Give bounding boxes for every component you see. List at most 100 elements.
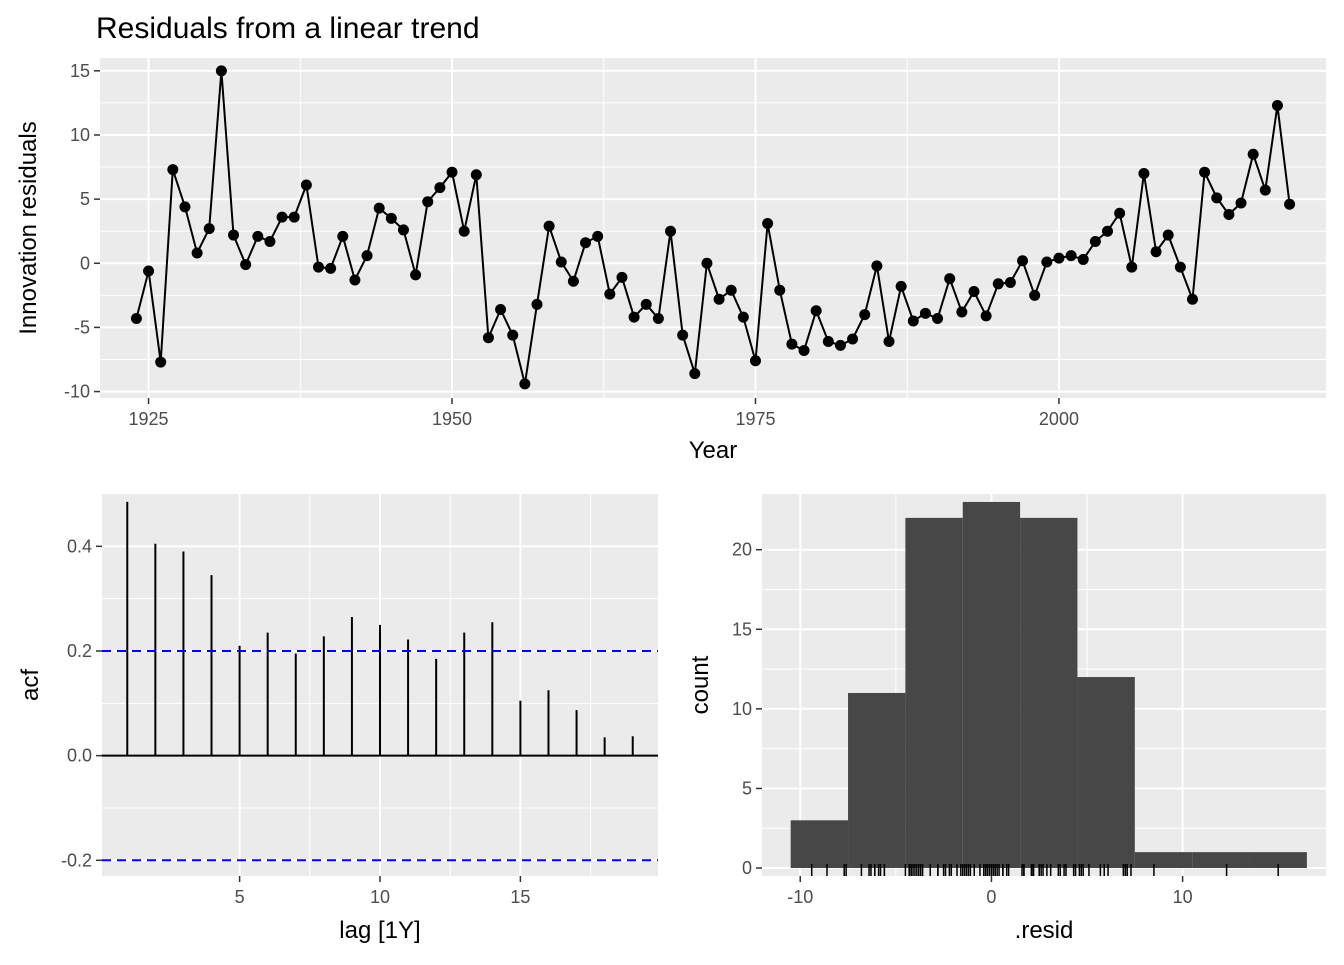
histogram-bar <box>1249 852 1307 869</box>
residual-point <box>495 303 507 315</box>
residuals-x-tick-label: 1950 <box>432 409 472 429</box>
residual-point <box>798 345 810 357</box>
residual-point <box>1247 148 1259 160</box>
residual-point <box>665 225 677 237</box>
residual-point <box>482 332 494 344</box>
residuals-x-axis-title: Year <box>689 437 738 464</box>
residual-point <box>264 235 276 247</box>
acf-y-tick-label: 0.4 <box>67 536 92 556</box>
residual-point <box>580 237 592 249</box>
residual-point <box>373 202 385 214</box>
residual-point <box>871 260 883 272</box>
residual-point <box>1284 198 1296 210</box>
residuals-panel: Residuals from a linear trend 1925 1950 19… <box>15 12 1326 464</box>
residual-point <box>640 298 652 310</box>
residual-point <box>677 329 689 341</box>
residual-point <box>883 336 895 348</box>
residual-point <box>349 274 361 286</box>
acf-x-axis-title: lag [1Y] <box>339 917 420 944</box>
residual-point <box>701 257 713 269</box>
residual-point <box>956 306 968 318</box>
histogram-y-tick-label: 0 <box>742 858 752 878</box>
residual-point <box>531 298 543 310</box>
residual-point <box>519 378 531 390</box>
residual-point <box>1271 99 1283 111</box>
residual-point <box>507 329 519 341</box>
residual-point <box>1065 250 1077 262</box>
residual-point <box>592 230 604 242</box>
residual-point <box>1053 252 1065 264</box>
residual-point <box>337 230 349 242</box>
residual-point <box>980 310 992 322</box>
residual-point <box>1114 207 1126 219</box>
histogram-bar <box>848 692 906 869</box>
histogram-x-tick-label: 0 <box>986 887 996 907</box>
residual-point <box>604 288 616 300</box>
histogram-y-tick-label: 15 <box>732 619 752 639</box>
residual-point <box>240 259 252 271</box>
histogram-x-tick-label: 10 <box>1173 887 1193 907</box>
residual-point <box>252 230 264 242</box>
residual-point <box>446 166 458 178</box>
residual-point <box>143 265 155 277</box>
residual-point <box>1017 255 1029 267</box>
residual-point <box>130 312 142 324</box>
residual-point <box>215 65 227 77</box>
residual-point <box>1150 246 1162 258</box>
residuals-y-tick-label: -5 <box>74 317 90 337</box>
residual-point <box>1186 293 1198 305</box>
residual-point <box>725 284 737 296</box>
residual-point <box>555 256 567 268</box>
residual-point <box>749 355 761 367</box>
residual-point <box>288 211 300 223</box>
acf-x-tick-label: 10 <box>370 887 390 907</box>
residual-point <box>385 212 397 224</box>
histogram-bar <box>1020 517 1078 869</box>
residual-point <box>1102 225 1114 237</box>
residual-point <box>1077 253 1089 265</box>
acf-panel: 5 10 15 -0.2 0.0 0.2 0.4 lag [1Y] acf <box>17 494 658 944</box>
residual-point <box>203 223 215 235</box>
residuals-x-tick-label: 1925 <box>129 409 169 429</box>
residual-point <box>458 225 470 237</box>
residual-point <box>786 338 798 350</box>
residual-point <box>410 269 422 281</box>
residual-point <box>822 336 834 348</box>
histogram-y-axis-title: count <box>687 655 714 714</box>
residual-point <box>1223 209 1235 221</box>
residual-point <box>434 182 446 194</box>
residuals-title: Residuals from a linear trend <box>96 12 480 45</box>
residuals-y-tick-label: 5 <box>80 189 90 209</box>
residual-point <box>167 164 179 176</box>
residual-point <box>895 280 907 292</box>
residual-point <box>1259 184 1271 196</box>
residual-point <box>652 312 664 324</box>
residual-point <box>276 211 288 223</box>
residuals-plot-background <box>100 58 1326 398</box>
residual-point <box>1041 256 1053 268</box>
residual-point <box>1126 261 1138 273</box>
residual-point <box>1004 277 1016 289</box>
histogram-y-tick-label: 5 <box>742 778 752 798</box>
histogram-bar <box>1077 677 1135 869</box>
residual-point <box>567 275 579 287</box>
residual-point <box>919 307 931 319</box>
residual-point <box>1162 229 1174 241</box>
residual-point <box>191 247 203 259</box>
acf-x-tick-label: 5 <box>235 887 245 907</box>
residual-point <box>1089 235 1101 247</box>
residual-point <box>810 305 822 317</box>
residual-point <box>737 311 749 323</box>
residual-point <box>847 333 859 345</box>
histogram-x-axis-title: .resid <box>1015 917 1074 944</box>
residual-point <box>1211 192 1223 204</box>
residual-point <box>155 356 167 368</box>
residual-point <box>834 339 846 351</box>
residual-point <box>762 218 774 230</box>
residual-point <box>300 179 312 191</box>
histogram-x-tick-label: -10 <box>787 887 813 907</box>
residual-point <box>907 315 919 327</box>
histogram-bar <box>790 820 849 869</box>
residual-point <box>1174 261 1186 273</box>
